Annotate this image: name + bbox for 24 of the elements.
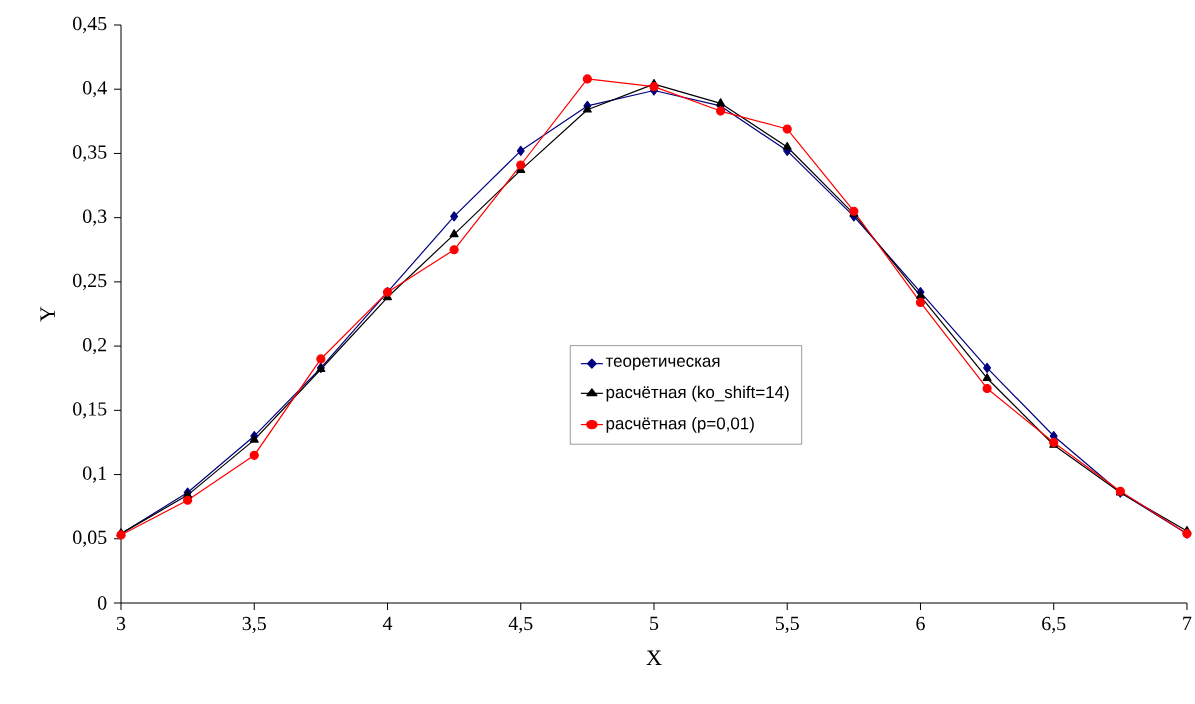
y-tick-label: 0,45 (73, 16, 107, 34)
x-tick-label: 6,5 (1042, 616, 1066, 634)
y-tick-label: 0 (97, 596, 107, 610)
x-tick-label: 3 (116, 616, 126, 631)
x-tick-label: 4 (382, 616, 393, 630)
y-tick-label: 0,4 (83, 81, 107, 98)
x-axis-title: X (646, 650, 662, 665)
y-tick-label: 0,15 (73, 402, 107, 419)
legend-label: теоретическая (605, 357, 720, 371)
legend-label: расчётная (p=0,01) (606, 416, 754, 433)
y-tick-label: 0,05 (73, 530, 107, 547)
y-tick-label: 0,3 (83, 209, 107, 226)
x-tick-label: 7 (1183, 616, 1192, 630)
y-tick-label: 0,35 (73, 145, 107, 162)
x-tick-label: 3,5 (242, 616, 266, 634)
y-tick-label: 0,1 (83, 466, 106, 483)
x-tick-label: 4,5 (508, 616, 533, 634)
legend-label: расчётная (ko_shift=14) (606, 385, 789, 402)
x-tick-label: 6 (916, 616, 925, 631)
x-tick-label: 5,5 (775, 616, 799, 633)
y-tick-label: 0,25 (73, 273, 107, 291)
y-axis-title: Y (40, 306, 55, 322)
x-tick-label: 5 (650, 616, 659, 631)
y-tick-label: 0,2 (83, 337, 107, 355)
